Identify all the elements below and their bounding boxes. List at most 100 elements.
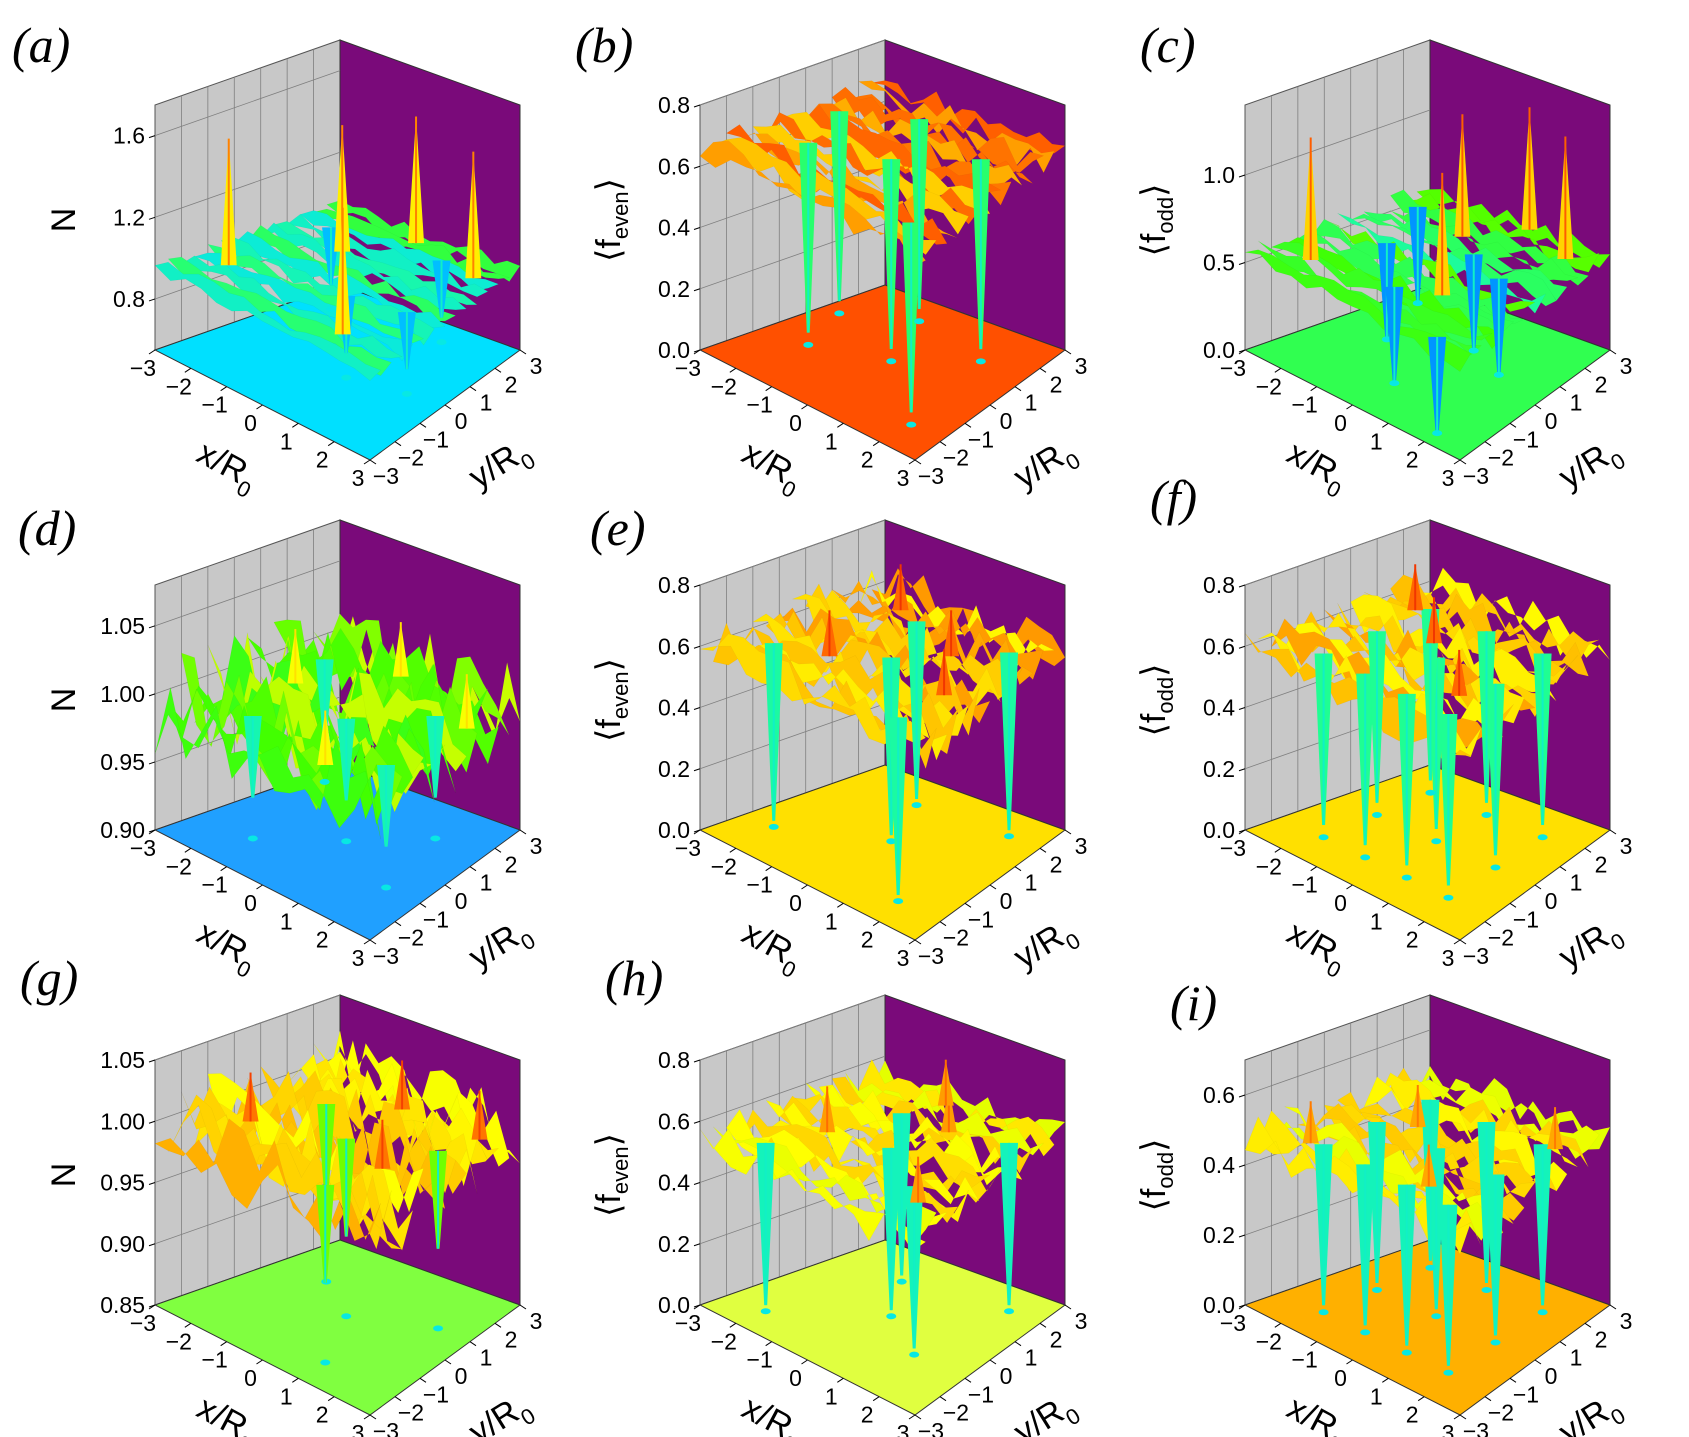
y-tick-label: −3 <box>373 463 399 489</box>
wall-gridline <box>699 223 886 290</box>
y-tick-label: −3 <box>918 943 944 969</box>
x-tick-label: 1 <box>825 908 838 934</box>
y-tick <box>519 1304 527 1310</box>
x-tick <box>1274 847 1282 853</box>
x-tick <box>801 1359 808 1365</box>
x-tick <box>148 1304 156 1310</box>
x-tick <box>837 1377 844 1383</box>
x-tick <box>908 459 916 465</box>
y-tick <box>519 349 527 355</box>
floor-dip-marker <box>1425 1264 1436 1271</box>
x-tick-label: 1 <box>825 428 838 454</box>
z-tick-label: 0.0 <box>1203 337 1235 363</box>
y-axis-label: y/R0 <box>1552 431 1629 503</box>
z-tick-label: 1.6 <box>113 123 145 149</box>
panel-label: (h) <box>605 950 663 1006</box>
y-tick-label: −2 <box>398 925 424 951</box>
z-tick <box>693 584 701 588</box>
x-axis-label: x/R0 <box>188 1389 265 1437</box>
floor-dip-marker <box>1431 838 1442 845</box>
floor-dip-marker <box>1490 1339 1501 1346</box>
y-tick <box>1484 1396 1492 1402</box>
y-tick <box>469 386 477 392</box>
y-tick-label: −3 <box>918 1418 944 1437</box>
x-tick <box>801 404 808 410</box>
z-tick-label: 0.4 <box>658 695 690 721</box>
z-tick <box>693 1182 701 1185</box>
x-tick <box>693 829 701 835</box>
z-tick-label: 1.05 <box>100 1047 145 1073</box>
y-tick-label: 1 <box>480 390 493 416</box>
x-tick <box>184 847 192 853</box>
x-tick <box>1238 349 1246 355</box>
x-tick-label: 2 <box>1406 1402 1419 1428</box>
y-tick <box>1534 1359 1542 1365</box>
x-tick <box>872 921 880 927</box>
y-tick <box>1609 1304 1617 1310</box>
y-tick <box>914 1414 922 1420</box>
y-tick <box>1509 902 1517 908</box>
x-tick-label: 1 <box>1370 908 1383 934</box>
y-tick <box>1039 847 1047 853</box>
floor-dip-marker <box>401 390 412 397</box>
x-tick-label: −2 <box>711 373 737 399</box>
y-tick-label: 2 <box>1050 371 1063 397</box>
floor-dip-marker <box>1372 812 1382 818</box>
x-tick-label: 1 <box>280 908 293 934</box>
z-tick <box>693 1243 701 1247</box>
z-tick-label: 0.0 <box>658 337 690 363</box>
y-tick-label: −2 <box>1488 925 1514 951</box>
x-tick <box>1346 404 1353 410</box>
x-axis-label: x/R0 <box>733 1389 810 1437</box>
x-tick <box>765 866 772 872</box>
x-tick <box>1346 884 1353 890</box>
floor-dip-marker <box>1412 300 1423 307</box>
z-tick <box>148 1243 156 1247</box>
x-tick <box>148 829 156 835</box>
x-tick <box>729 847 737 853</box>
y-tick-label: −1 <box>423 1381 449 1407</box>
x-tick-label: −2 <box>166 853 192 879</box>
y-tick-label: −3 <box>1463 463 1489 489</box>
y-axis-label: y/R0 <box>462 431 539 503</box>
y-tick <box>914 459 922 465</box>
x-tick <box>765 386 772 392</box>
y-tick-label: 0 <box>1545 408 1558 434</box>
surface-strip <box>154 261 382 382</box>
y-tick-label: 3 <box>1620 353 1633 379</box>
x-tick-label: −1 <box>747 1347 773 1373</box>
panel-label: (a) <box>12 17 70 73</box>
z-tick-label: 0.85 <box>100 1292 145 1318</box>
z-tick-label: 1.0 <box>1203 162 1235 188</box>
x-tick <box>908 939 916 945</box>
x-tick-label: 2 <box>861 447 874 473</box>
y-tick <box>1484 921 1492 927</box>
x-tick <box>693 349 701 355</box>
y-tick-label: −3 <box>373 943 399 969</box>
z-tick <box>148 693 156 697</box>
z-axis-label: ⟨fodd⟩ <box>1135 1139 1178 1212</box>
x-tick-label: −3 <box>1220 835 1246 861</box>
x-tick-label: 0 <box>789 410 802 436</box>
surface-strip <box>765 112 980 225</box>
y-tick-label: 2 <box>1595 1326 1608 1352</box>
z-tick <box>693 768 701 772</box>
z-tick-label: 0.90 <box>100 1231 145 1257</box>
x-tick-label: 3 <box>1442 465 1455 491</box>
floor-dip-marker <box>886 838 897 845</box>
x-tick-label: −3 <box>1220 355 1246 381</box>
x-tick-label: 2 <box>1406 447 1419 473</box>
y-axis-label: y/R0 <box>1552 911 1629 983</box>
z-tick-label: 0.2 <box>1203 1222 1235 1248</box>
floor-dip-marker <box>1372 1287 1382 1293</box>
x-tick-label: 3 <box>352 465 365 491</box>
floor-dip-marker <box>1389 380 1400 387</box>
y-axis-label: y/R0 <box>462 911 539 983</box>
y-tick <box>369 939 377 945</box>
x-tick-label: −2 <box>711 853 737 879</box>
x-tick-label: −1 <box>202 872 228 898</box>
x-tick <box>1346 1359 1353 1365</box>
x-tick-label: 3 <box>352 1420 365 1437</box>
